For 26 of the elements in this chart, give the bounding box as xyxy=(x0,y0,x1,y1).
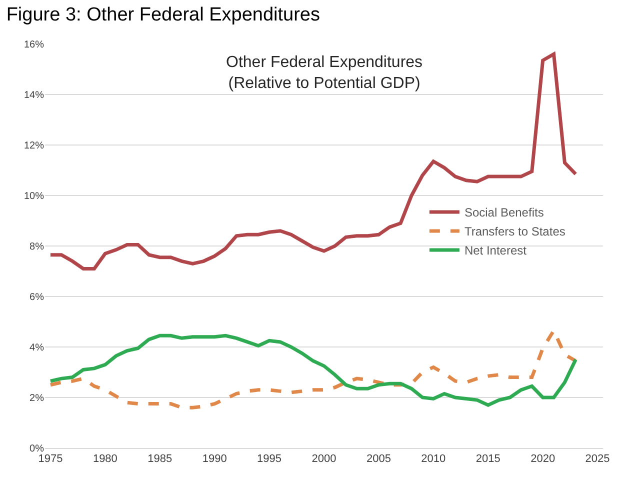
x-tick-label: 2010 xyxy=(421,453,446,466)
legend-label: Transfers to States xyxy=(464,224,566,239)
x-tick-label: 1980 xyxy=(92,453,118,466)
chart-title: Figure 3: Other Federal Expenditures xyxy=(6,4,320,26)
y-tick-label: 4% xyxy=(30,342,44,354)
x-tick-label: 1975 xyxy=(38,453,63,466)
x-tick-label: 2020 xyxy=(530,453,556,466)
y-tick-label: 14% xyxy=(24,90,44,101)
legend-label: Net Interest xyxy=(464,244,528,258)
y-tick-label: 6% xyxy=(30,292,44,303)
legend-label: Social Benefits xyxy=(464,206,544,220)
x-tick-label: 2015 xyxy=(476,453,500,466)
y-tick-label: 12% xyxy=(24,140,44,152)
y-tick-label: 8% xyxy=(30,242,44,252)
x-tick-label: 2025 xyxy=(585,453,610,466)
text: Other Federal Expenditures (Relative to Potential GDP) xyxy=(226,54,423,92)
x-tick-label: 2005 xyxy=(366,453,391,466)
y-tick-label: 16% xyxy=(24,40,44,50)
y-tick-label: 0% xyxy=(30,444,44,454)
line-series xyxy=(48,52,578,270)
x-tick-label: 1995 xyxy=(257,453,282,466)
y-tick-label: 10% xyxy=(24,191,44,202)
x-tick-label: 1990 xyxy=(202,453,227,466)
x-tick-label: 2000 xyxy=(312,453,336,466)
x-tick-label: 1985 xyxy=(148,453,172,466)
y-tick-label: 2% xyxy=(30,393,44,404)
